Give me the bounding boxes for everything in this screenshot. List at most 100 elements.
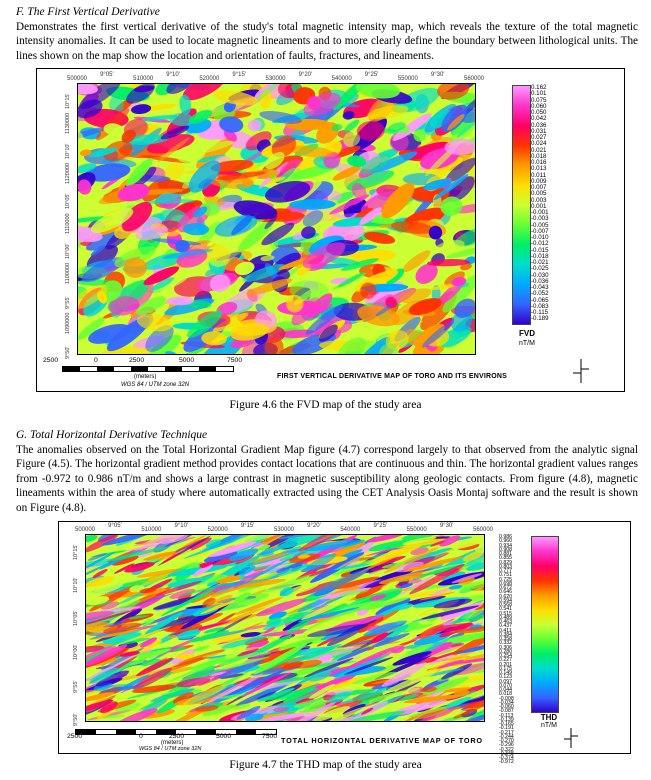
- legend-value: 0.005: [531, 190, 547, 198]
- legend-value: -0.005: [531, 221, 549, 229]
- thd-map-title: TOTAL HORIZONTAL DERIVATIVE MAP OF TORO: [281, 736, 483, 745]
- legend-value: -0.244: [499, 733, 514, 740]
- thd-scale-1: 0: [139, 733, 143, 740]
- legend-value: -0.087: [499, 708, 514, 715]
- left-tick-label: 10°10': [73, 577, 79, 594]
- thd-color-legend: [531, 536, 559, 713]
- left-tick-label: 9°50': [73, 713, 79, 726]
- top-tick-label: 9°10': [166, 72, 180, 78]
- legend-value: 0.358: [499, 636, 512, 642]
- top-tick-label: 560000: [473, 527, 494, 533]
- fvd-scale-0: 2500: [43, 357, 59, 364]
- left-tick-label: 10°05': [65, 193, 71, 210]
- thd-scale-unit: (meters): [161, 740, 184, 746]
- legend-value: 0.101: [531, 90, 547, 98]
- figure-fvd-panel: 500000 9°05' 510000 9°10' 520000 9°15' 530000 9…: [36, 68, 625, 392]
- top-tick-label: 9°10': [174, 523, 189, 529]
- legend-value: 0.123: [499, 674, 512, 681]
- top-tick-label: 550000: [397, 76, 418, 82]
- left-tick-label: 1110000: [65, 213, 71, 234]
- legend-value: -0.036: [531, 277, 549, 285]
- left-tick-label: 10°00': [65, 243, 71, 260]
- legend-value: -0.012: [531, 240, 549, 248]
- legend-value: -0.296: [499, 742, 514, 749]
- legend-value: 0.515: [499, 610, 512, 617]
- top-tick-label: 510000: [133, 76, 154, 82]
- legend-value: -0.052: [531, 290, 549, 298]
- legend-value: -0.015: [531, 246, 549, 254]
- left-tick-label: 9°50': [65, 346, 71, 359]
- legend-value: 0.463: [499, 619, 512, 625]
- legend-value: 0.881: [499, 551, 512, 557]
- north-arrow-icon: [573, 359, 589, 383]
- left-tick-label: 9°55': [73, 680, 79, 693]
- fvd-scale-unit: (meters): [134, 374, 157, 380]
- legend-value: 0.620: [499, 593, 512, 600]
- legend-value: -0.189: [531, 315, 549, 323]
- legend-value: 0.725: [499, 576, 512, 583]
- legend-value: 0.018: [499, 691, 512, 698]
- legend-value: -0.030: [531, 271, 549, 279]
- fvd-scale-2: 2500: [129, 357, 145, 364]
- legend-value: 0.201: [499, 661, 512, 668]
- top-tick-label: 540000: [340, 527, 361, 533]
- legend-value: -0.001: [531, 209, 549, 216]
- legend-value: 0.162: [531, 84, 547, 91]
- legend-value: 0.007: [531, 184, 547, 191]
- legend-value: 0.050: [531, 109, 547, 116]
- legend-value: 0.175: [499, 665, 512, 672]
- legend-value: 0.803: [499, 563, 512, 570]
- legend-value: 0.829: [499, 559, 512, 566]
- legend-value: 0.013: [531, 165, 547, 173]
- legend-value: 0.960: [499, 538, 512, 545]
- legend-value: 0.777: [499, 568, 512, 574]
- legend-value: 0.411: [499, 627, 512, 634]
- legend-value: 0.751: [499, 572, 512, 579]
- legend-value: -0.018: [531, 252, 549, 260]
- top-tick-label: 9°20': [307, 523, 321, 529]
- legend-value: 0.908: [499, 546, 512, 553]
- legend-value: 0.541: [499, 606, 512, 613]
- top-tick-label: 530000: [265, 76, 286, 82]
- thd-scale-4: 7500: [262, 733, 278, 740]
- fvd-legend-title: FVD: [519, 329, 535, 338]
- legend-value: -0.374: [499, 755, 514, 761]
- legend-value: 0.568: [499, 602, 512, 608]
- legend-value: 0.280: [499, 648, 512, 655]
- legend-value: 0.024: [531, 140, 547, 148]
- legend-value: 0.031: [531, 127, 547, 135]
- legend-value: 0.016: [531, 159, 547, 166]
- thd-scale-0: 2500: [67, 733, 83, 740]
- legend-value: 0.021: [531, 146, 547, 154]
- top-tick-label: 9°15': [240, 523, 255, 529]
- fvd-scale-bar: [62, 366, 234, 372]
- top-tick-label: 9°20': [298, 72, 313, 78]
- legend-value: -0.270: [499, 738, 514, 744]
- thd-map-image: [85, 534, 485, 722]
- left-tick-label: 9°55': [65, 296, 71, 309]
- legend-value: 0.332: [499, 640, 512, 647]
- top-tick-label: 9°30': [439, 523, 454, 529]
- legend-value: 0.698: [499, 580, 512, 587]
- legend-value: 0.855: [499, 555, 512, 562]
- top-tick-label: 530000: [274, 527, 295, 533]
- legend-value: -0.010: [531, 234, 549, 241]
- fvd-scale-4: 7500: [227, 357, 243, 364]
- top-tick-label: 500000: [75, 527, 96, 533]
- legend-value: -0.008: [499, 695, 514, 702]
- left-tick-label: 10°00': [73, 644, 79, 660]
- top-tick-label: 550000: [406, 527, 427, 533]
- figure-thd-panel: 500000 9°05' 510000 9°10' 520000 9°15' 530000 9…: [58, 521, 631, 765]
- legend-value: 0.070: [499, 682, 512, 689]
- legend-value: 0.044: [499, 687, 512, 693]
- fvd-map-title: FIRST VERTICAL DERIVATIVE MAP OF TORO AN…: [277, 373, 508, 380]
- fvd-legend-unit: nT/M: [519, 340, 535, 347]
- top-tick-label: 9°05': [108, 523, 122, 529]
- legend-value: -0.060: [499, 704, 514, 710]
- top-tick-label: 9°25': [364, 72, 379, 78]
- left-tick-label: 10°15': [73, 544, 79, 561]
- legend-value: -0.217: [499, 729, 514, 736]
- fvd-color-legend: [512, 85, 531, 325]
- left-tick-label: 1130000: [65, 112, 71, 134]
- left-tick-label: 1120000: [65, 162, 71, 184]
